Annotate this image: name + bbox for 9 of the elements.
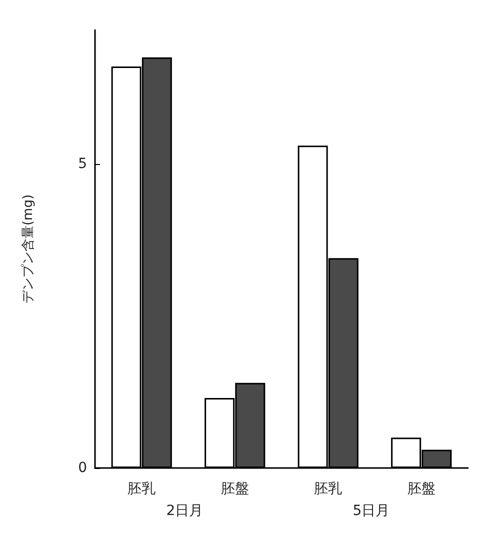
x-tick-label: 胚盤 [220,481,249,497]
y-tick-label: 0 [78,460,87,476]
x-tick-label: 胚盤 [407,481,436,497]
y-axis-title: デンプン含量(mg) [21,194,36,304]
x-tick-label: 胚乳 [128,481,156,497]
text: 2日月 [166,503,204,519]
text: 5日月 [352,503,390,519]
x-tick-label: 胚乳 [314,481,342,497]
y-tick-label: 5 [78,156,87,172]
